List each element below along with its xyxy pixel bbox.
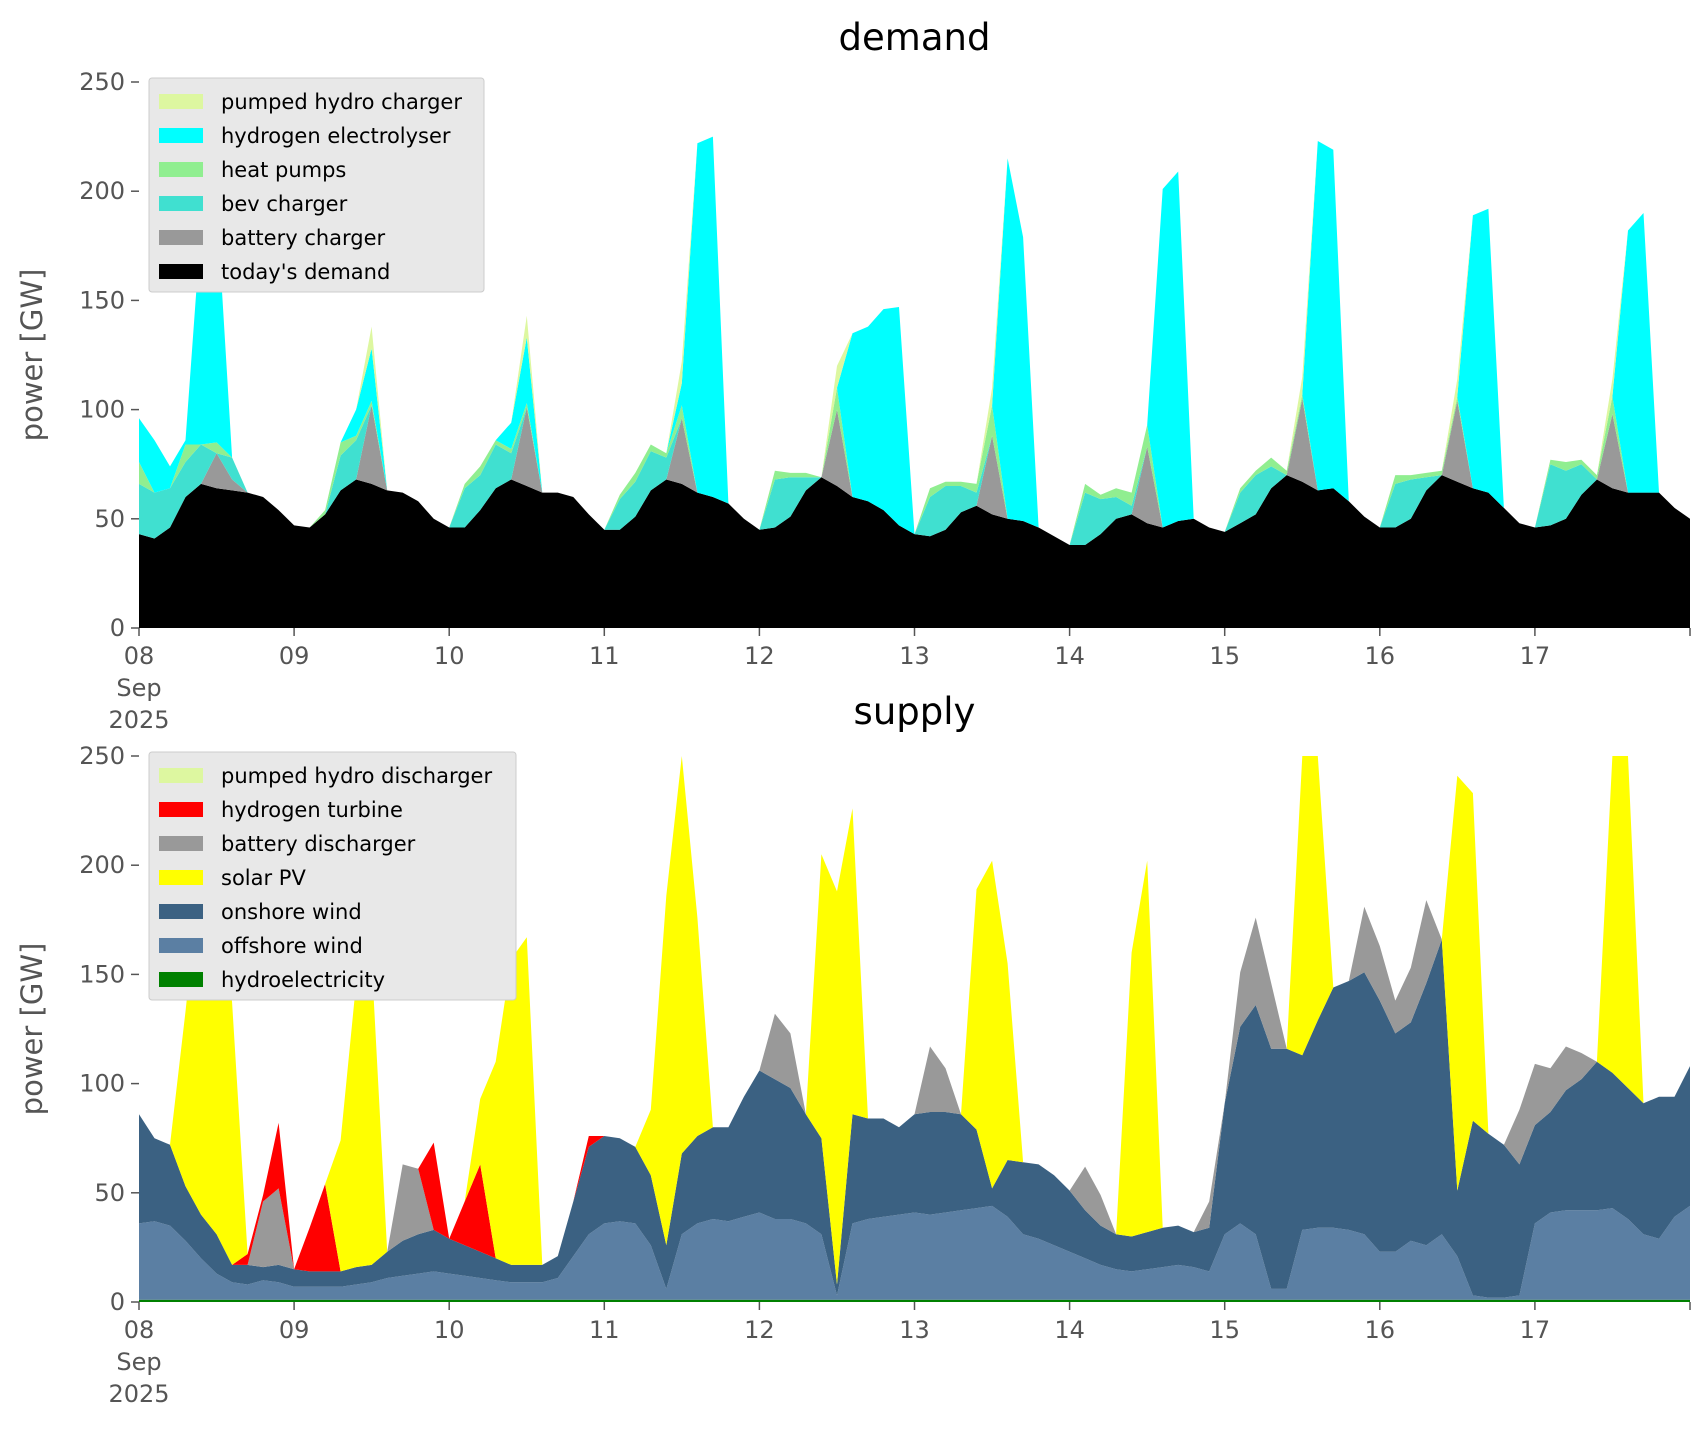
x-tick-label: 17 [1520, 642, 1551, 670]
y-axis-label: power [GW] [15, 269, 49, 442]
legend-label-battery-discharger: battery discharger [221, 832, 416, 856]
legend-label-pumped-hydro-discharger: pumped hydro discharger [221, 764, 492, 788]
x-tick-label: 09 [279, 642, 310, 670]
legend-label-hydrogen-turbine: hydrogen turbine [221, 798, 403, 822]
x-tick-label: 11 [589, 1316, 620, 1344]
y-tick-label: 200 [79, 177, 125, 205]
x-tick-label: 14 [1054, 1316, 1085, 1344]
legend-swatch-heat-pumps [159, 162, 203, 177]
x-tick-label: 16 [1365, 1316, 1396, 1344]
x-tick-label: 14 [1054, 642, 1085, 670]
series-area-today-s-demand [139, 475, 1690, 628]
x-tick-label: 10 [434, 642, 465, 670]
legend-swatch-offshore-wind [159, 938, 203, 953]
y-tick-label: 150 [79, 286, 125, 314]
area-series-group [139, 136, 1690, 628]
y-tick-label: 100 [79, 1070, 125, 1098]
chart-title: demand [839, 16, 991, 59]
legend-swatch-hydroelectricity [159, 972, 203, 987]
x-tick-label: 2025 [108, 706, 169, 734]
y-tick-label: 0 [110, 614, 125, 642]
y-tick-label: 250 [79, 742, 125, 770]
y-tick-label: 150 [79, 960, 125, 988]
legend-label-bev-charger: bev charger [221, 192, 348, 216]
y-tick-label: 200 [79, 851, 125, 879]
x-tick-label: Sep [116, 674, 161, 702]
x-tick-label: Sep [116, 1348, 161, 1376]
series-area-solar-pv [139, 756, 1690, 1285]
legend-swatch-battery-charger [159, 230, 203, 245]
legend-swatch-pumped-hydro-charger [159, 94, 203, 109]
legend-label-offshore-wind: offshore wind [221, 934, 363, 958]
legend-swatch-hydrogen-electrolyser [159, 128, 203, 143]
y-tick-label: 50 [94, 1179, 125, 1207]
supply-chart: supply power [GW] 0 50 100 150 200 250 08 Sep 2025… [15, 690, 1691, 1408]
series-area-hydroelectricity [139, 1299, 1690, 1302]
legend-label-today-s-demand: today's demand [221, 260, 390, 284]
x-tick-label: 09 [279, 1316, 310, 1344]
legend-box [148, 751, 517, 1001]
legend-label-heat-pumps: heat pumps [221, 158, 346, 182]
x-tick-label: 2025 [108, 1380, 169, 1408]
legend-swatch-pumped-hydro-discharger [159, 768, 203, 783]
x-tick-label: 12 [744, 642, 775, 670]
x-tick-label: 15 [1209, 642, 1240, 670]
chart-title: supply [854, 690, 976, 733]
legend-label-solar-pv: solar PV [221, 866, 306, 890]
legend-swatch-today-s-demand [159, 264, 203, 279]
y-axis-label: power [GW] [15, 943, 49, 1116]
legend-swatch-hydrogen-turbine [159, 802, 203, 817]
legend-label-pumped-hydro-charger: pumped hydro charger [221, 90, 462, 114]
legend-swatch-bev-charger [159, 196, 203, 211]
legend: pumped hydro charger hydrogen electrolyse… [148, 77, 485, 293]
x-tick-label: 16 [1365, 642, 1396, 670]
legend-box [148, 77, 485, 293]
x-tick-label: 17 [1520, 1316, 1551, 1344]
legend: pumped hydro discharger hydrogen turbine b… [148, 751, 517, 1001]
x-tick-label: 08 [124, 1316, 155, 1344]
y-tick-label: 100 [79, 396, 125, 424]
legend-label-battery-charger: battery charger [221, 226, 386, 250]
legend-label-hydrogen-electrolyser: hydrogen electrolyser [221, 124, 451, 148]
x-tick-label: 11 [589, 642, 620, 670]
legend-swatch-onshore-wind [159, 904, 203, 919]
y-tick-label: 250 [79, 68, 125, 96]
series-area-offshore-wind [139, 1205, 1690, 1300]
x-tick-label: 10 [434, 1316, 465, 1344]
legend-swatch-battery-discharger [159, 836, 203, 851]
x-tick-label: 12 [744, 1316, 775, 1344]
y-tick-label: 0 [110, 1288, 125, 1316]
legend-label-onshore-wind: onshore wind [221, 900, 362, 924]
series-area-onshore-wind [139, 939, 1690, 1298]
legend-label-hydroelectricity: hydroelectricity [221, 968, 385, 992]
x-tick-label: 13 [899, 642, 930, 670]
legend-swatch-solar-pv [159, 870, 203, 885]
area-series-group [139, 756, 1690, 1302]
x-tick-label: 08 [124, 642, 155, 670]
x-tick-label: 13 [899, 1316, 930, 1344]
series-area-battery-charger [139, 398, 1690, 545]
demand-chart: demand power [GW] 0 50 100 150 200 250 08 Sep 2025… [15, 16, 1691, 734]
x-tick-label: 15 [1209, 1316, 1240, 1344]
y-tick-label: 50 [94, 505, 125, 533]
